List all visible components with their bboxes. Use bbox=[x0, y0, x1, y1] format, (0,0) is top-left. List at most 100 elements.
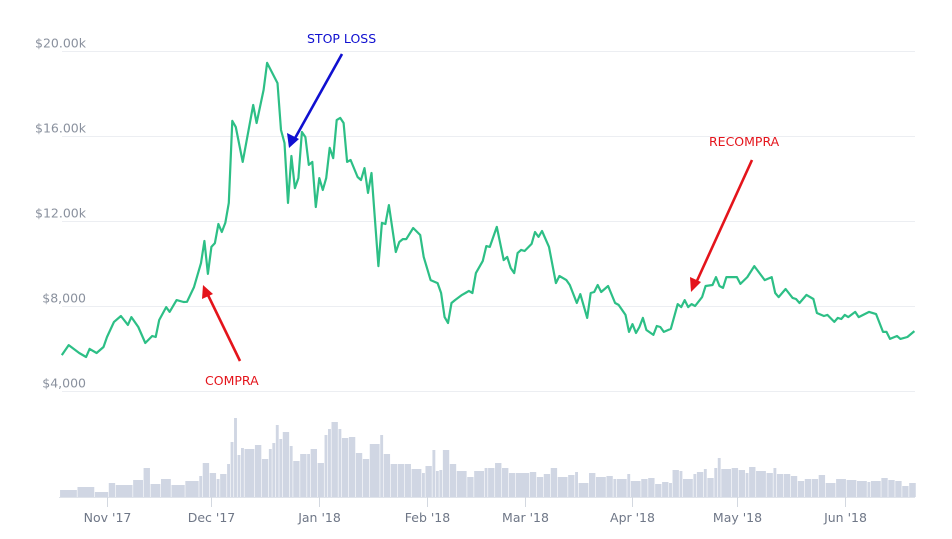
volume-bar bbox=[867, 482, 871, 497]
volume-bar bbox=[108, 483, 116, 497]
volume-bar bbox=[202, 463, 210, 497]
volume-bar bbox=[508, 473, 516, 497]
volume-bar bbox=[557, 477, 568, 497]
volume-bar bbox=[369, 444, 380, 497]
volume-bar bbox=[115, 485, 133, 497]
y-axis-ticks: $20.00k $16.00k $12.00k $8,000 $4,000 bbox=[35, 36, 87, 391]
annotations: STOP LOSS COMPRA RECOMPRA bbox=[202, 31, 780, 388]
volume-bar bbox=[449, 464, 457, 497]
volume-bar bbox=[77, 487, 95, 497]
volume-bar bbox=[756, 471, 766, 497]
volume-bar bbox=[456, 471, 467, 497]
volume-bar bbox=[515, 473, 530, 497]
volume-bar bbox=[160, 479, 171, 497]
volume-bar bbox=[185, 481, 199, 497]
volume-bar bbox=[237, 455, 241, 497]
annotation-stop-loss: STOP LOSS bbox=[307, 31, 376, 46]
volume-bar bbox=[909, 483, 916, 497]
volume-bar bbox=[272, 443, 276, 497]
volume-bar bbox=[216, 479, 220, 497]
stop-loss-arrow-icon bbox=[292, 53, 344, 141]
volume-bar bbox=[776, 474, 784, 497]
volume-bar bbox=[307, 454, 311, 497]
volume-bar bbox=[227, 464, 230, 497]
price-line bbox=[60, 61, 916, 359]
volume-bar bbox=[220, 474, 227, 497]
volume-bar bbox=[856, 481, 867, 497]
volume-bar bbox=[745, 473, 749, 497]
volume-bar bbox=[171, 485, 185, 497]
x-tick-label: Nov '17 bbox=[84, 510, 132, 525]
volume-bar bbox=[331, 422, 338, 497]
volume-bar bbox=[682, 479, 693, 497]
volume-bar bbox=[888, 480, 895, 497]
grid-lines bbox=[62, 51, 915, 392]
volume-bar bbox=[435, 471, 439, 497]
volume-bar bbox=[818, 475, 826, 497]
volume-bar bbox=[383, 454, 391, 497]
x-tick-label: Feb '18 bbox=[405, 510, 450, 525]
volume-bar bbox=[662, 482, 669, 497]
volume-bar bbox=[94, 492, 109, 497]
volume-bar bbox=[474, 471, 485, 497]
volume-bar bbox=[254, 445, 262, 497]
volume-bar bbox=[324, 435, 328, 497]
volume-bar bbox=[502, 468, 509, 497]
volume-bar bbox=[150, 484, 161, 497]
volume-bar bbox=[627, 474, 631, 497]
volume-bar bbox=[672, 470, 679, 497]
volume-bar bbox=[432, 450, 436, 497]
x-tick-label: Dec '17 bbox=[188, 510, 236, 525]
volume-bar bbox=[641, 479, 648, 497]
volume-bar bbox=[825, 483, 836, 497]
volume-bar bbox=[568, 475, 575, 497]
x-tick-label: May '18 bbox=[713, 510, 762, 525]
volume-bar bbox=[846, 480, 857, 497]
x-tick-label: Jun '18 bbox=[823, 510, 867, 525]
volume-bar bbox=[467, 477, 474, 497]
volume-bar bbox=[348, 437, 356, 497]
compra-arrowhead-icon bbox=[202, 285, 213, 299]
volume-bar bbox=[783, 474, 791, 497]
volume-bar bbox=[731, 468, 739, 497]
volume-bar bbox=[836, 479, 846, 497]
volume-bar bbox=[797, 481, 805, 497]
volume-bar bbox=[293, 461, 300, 497]
volume-bar bbox=[589, 473, 596, 497]
volume-bar bbox=[328, 429, 331, 497]
volume-bar bbox=[717, 458, 721, 497]
volume-bar bbox=[279, 439, 283, 497]
volume-bar bbox=[696, 472, 704, 497]
volume-bar bbox=[707, 478, 714, 497]
volume-bar bbox=[60, 490, 77, 497]
volume-bar bbox=[380, 435, 384, 497]
volume-bar bbox=[143, 468, 150, 497]
volume-bar bbox=[199, 476, 203, 497]
volume-bar bbox=[529, 472, 537, 497]
volume-bar bbox=[870, 481, 881, 497]
volume-bar bbox=[439, 470, 443, 497]
volume-bar bbox=[669, 483, 672, 497]
stop-loss-arrowhead-icon bbox=[287, 133, 299, 148]
volume-bar bbox=[244, 449, 255, 497]
volume-bar bbox=[488, 468, 495, 497]
volume-bar bbox=[282, 432, 290, 497]
volume-bar bbox=[679, 471, 683, 497]
volume-bar bbox=[606, 476, 613, 497]
volume-bar bbox=[721, 469, 732, 497]
volume-bar bbox=[703, 469, 707, 497]
volume-bar bbox=[404, 464, 411, 497]
volume-bar bbox=[241, 448, 244, 497]
x-tick-label: Jan '18 bbox=[297, 510, 341, 525]
volume-bars bbox=[60, 418, 916, 497]
volume-bar bbox=[804, 479, 812, 497]
volume-bar bbox=[275, 425, 279, 497]
volume-bar bbox=[230, 442, 234, 497]
volume-bar bbox=[338, 429, 342, 497]
volume-bar bbox=[543, 474, 551, 497]
volume-bar bbox=[749, 467, 756, 497]
volume-bar bbox=[362, 459, 370, 497]
volume-bar bbox=[536, 477, 544, 497]
y-tick-label: $4,000 bbox=[42, 376, 86, 391]
volume-bar bbox=[209, 473, 217, 497]
